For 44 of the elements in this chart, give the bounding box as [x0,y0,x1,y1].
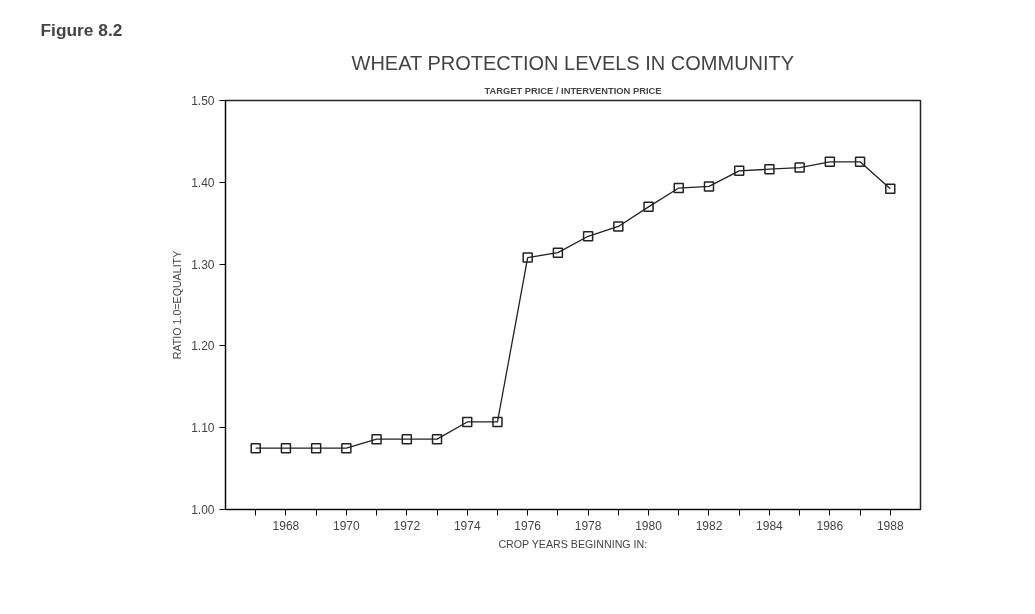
x-tick-label: 1970 [333,518,361,533]
point [824,156,836,168]
point [310,442,322,454]
point [582,231,594,242]
y-tick-label: 1.40 [191,175,215,190]
point [703,181,715,192]
point [764,163,775,175]
x-tick-label: 1974 [453,518,481,533]
point [794,162,805,173]
point [461,416,473,428]
point [733,165,745,177]
point [643,201,654,213]
point [492,416,503,428]
y-tick-label: 1.50 [191,94,215,108]
chart-title: WHEAT PROTECTION LEVELS IN COMMUNITY [351,51,795,74]
point [552,247,564,258]
x-tick-label: 1988 [876,518,904,533]
point [613,221,624,232]
x-tick-label: 1986 [816,518,844,533]
y-axis-title: RATIO 1.0=EQUALITY [171,250,184,360]
x-tick-label: 1980 [635,518,663,533]
point [431,433,443,445]
point [280,442,292,454]
caption: Figure 8.2 [40,19,123,40]
point [250,442,261,454]
x-tick-label: 1976 [514,518,542,533]
point [522,252,533,263]
y-tick-label: 1.00 [191,503,215,517]
y-tick-label: 1.30 [191,257,215,272]
point [854,156,866,168]
x-tick-label: 1984 [756,518,784,533]
y-tick-label: 1.10 [191,421,215,436]
point [885,183,896,195]
point [401,433,413,445]
point [673,182,685,194]
x-tick-label: 1982 [695,518,723,533]
x-axis-title: CROP YEARS BEGINNING IN: [498,537,648,550]
x-tick-label: 1972 [393,518,421,533]
point [341,442,352,454]
point [371,433,382,445]
x-tick-label: 1968 [272,518,300,533]
chart-subtitle: TARGET PRICE / INTERVENTION PRICE [484,85,662,96]
x-tick-label: 1978 [574,518,602,533]
y-tick-label: 1.20 [191,339,215,354]
